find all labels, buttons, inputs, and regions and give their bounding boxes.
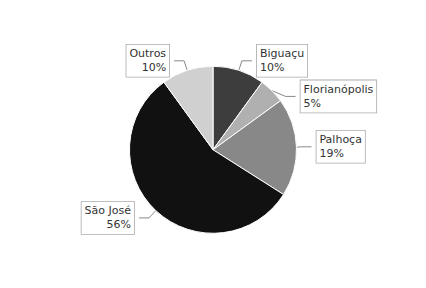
svg-text:10%: 10%	[142, 61, 166, 74]
svg-text:São José: São José	[85, 204, 132, 217]
svg-text:19%: 19%	[319, 147, 343, 160]
svg-text:Florianópolis: Florianópolis	[304, 83, 374, 96]
svg-text:Biguaçu: Biguaçu	[260, 47, 304, 60]
svg-text:Palhoça: Palhoça	[319, 133, 361, 146]
svg-text:Outros: Outros	[129, 47, 166, 60]
svg-text:10%: 10%	[260, 61, 284, 74]
svg-text:56%: 56%	[107, 218, 131, 231]
svg-text:5%: 5%	[304, 97, 321, 110]
